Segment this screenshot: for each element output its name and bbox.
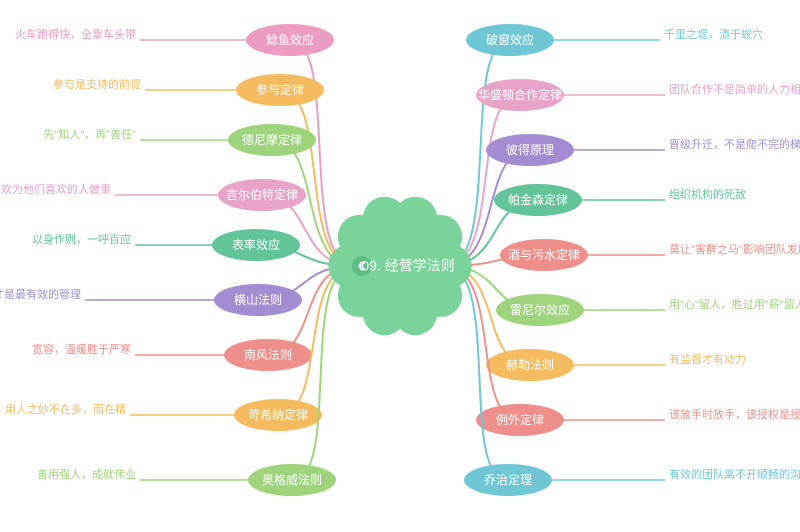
desc-label: 晋级升迁，不是爬不完的梯子 bbox=[669, 137, 800, 151]
desc-label: 千里之堤，溃于蚁穴 bbox=[664, 27, 763, 41]
right-node[interactable]: 帕金森定律 bbox=[494, 184, 582, 216]
node-label: 南风法则 bbox=[244, 347, 292, 362]
left-node[interactable]: 参与定律 bbox=[236, 74, 324, 106]
node-label: 乔治定理 bbox=[484, 472, 532, 487]
right-node[interactable]: 例外定律 bbox=[476, 404, 564, 436]
desc-label: 有效的团队离不开顺畅的沟通 bbox=[669, 467, 800, 481]
node-label: 酒与污水定律 bbox=[508, 247, 580, 262]
node-label: 吉尔伯特定律 bbox=[226, 187, 298, 202]
desc-label: 用"心"留人，胜过用"薪"留人 bbox=[669, 297, 800, 311]
left-node[interactable]: 鲶鱼效应 bbox=[246, 24, 334, 56]
left-node[interactable]: 吉尔伯特定律 bbox=[218, 179, 306, 211]
node-label: 雷尼尔效应 bbox=[510, 302, 570, 317]
node-label: 破窗效应 bbox=[486, 32, 534, 47]
left-node[interactable]: 横山法则 bbox=[214, 284, 302, 316]
right-node[interactable]: 华盛顿合作定律 bbox=[476, 79, 564, 111]
node-label: 横山法则 bbox=[234, 293, 282, 307]
desc-label: 莫让"害群之马"影响团队发展 bbox=[669, 242, 800, 256]
left-node[interactable]: 南风法则 bbox=[224, 339, 312, 371]
desc-label: 善用强人，成就伟业 bbox=[37, 467, 136, 481]
right-node[interactable]: 乔治定理 bbox=[464, 464, 552, 496]
node-label: 赫勒法则 bbox=[506, 358, 554, 372]
center-label: 09. 经营学法则 bbox=[361, 258, 454, 274]
desc-label: 人们喜欢为他们喜欢的人做事 bbox=[0, 182, 111, 196]
desc-label: 有监督才有动力 bbox=[669, 352, 746, 366]
center-node[interactable]: €09. 经营学法则 bbox=[328, 197, 471, 335]
right-node[interactable]: 彼得原理 bbox=[486, 134, 574, 166]
desc-label: 该放手时放手，该授权是授权 bbox=[669, 407, 800, 421]
node-label: 彼得原理 bbox=[506, 142, 554, 157]
desc-label: 用人之妙不在多，而在精 bbox=[5, 402, 126, 416]
desc-label: 宽容，温暖胜于严寒 bbox=[32, 342, 131, 356]
left-node[interactable]: 苛希纳定律 bbox=[234, 399, 322, 431]
desc-label: 先"知人"，再"善任" bbox=[43, 127, 136, 141]
right-node[interactable]: 酒与污水定律 bbox=[500, 239, 588, 271]
desc-label: 火车跑得快，全靠车头带 bbox=[15, 27, 136, 41]
node-label: 华盛顿合作定律 bbox=[478, 87, 562, 102]
mindmap-canvas: 鲶鱼效应 火车跑得快，全靠车头带参与定律 参与是支持的前提德尼摩定律 先"知人"，再"… bbox=[0, 0, 800, 532]
node-label: 奥格威法则 bbox=[262, 472, 322, 487]
right-node[interactable]: 雷尼尔效应 bbox=[496, 294, 584, 326]
desc-label: 团队合作不是简单的人力相加 bbox=[669, 82, 800, 96]
desc-label: 组织机构的死敌 bbox=[669, 187, 746, 201]
desc-label: 触发个人内在的自发控制，才是最有效的管理 bbox=[0, 287, 81, 301]
desc-label: 以身作则，一呼百应 bbox=[32, 232, 131, 246]
right-node[interactable]: 赫勒法则 bbox=[486, 349, 574, 381]
desc-label: 参与是支持的前提 bbox=[53, 77, 141, 91]
node-label: 例外定律 bbox=[496, 412, 544, 427]
node-label: 表率效应 bbox=[232, 237, 280, 252]
node-label: 德尼摩定律 bbox=[242, 132, 302, 147]
left-node[interactable]: 奥格威法则 bbox=[248, 464, 336, 496]
node-label: 参与定律 bbox=[256, 82, 304, 97]
right-node[interactable]: 破窗效应 bbox=[466, 24, 554, 56]
node-label: 帕金森定律 bbox=[508, 192, 568, 207]
left-node[interactable]: 表率效应 bbox=[212, 229, 300, 261]
node-label: 苛希纳定律 bbox=[248, 407, 308, 422]
left-node[interactable]: 德尼摩定律 bbox=[228, 124, 316, 156]
node-label: 鲶鱼效应 bbox=[266, 32, 314, 47]
